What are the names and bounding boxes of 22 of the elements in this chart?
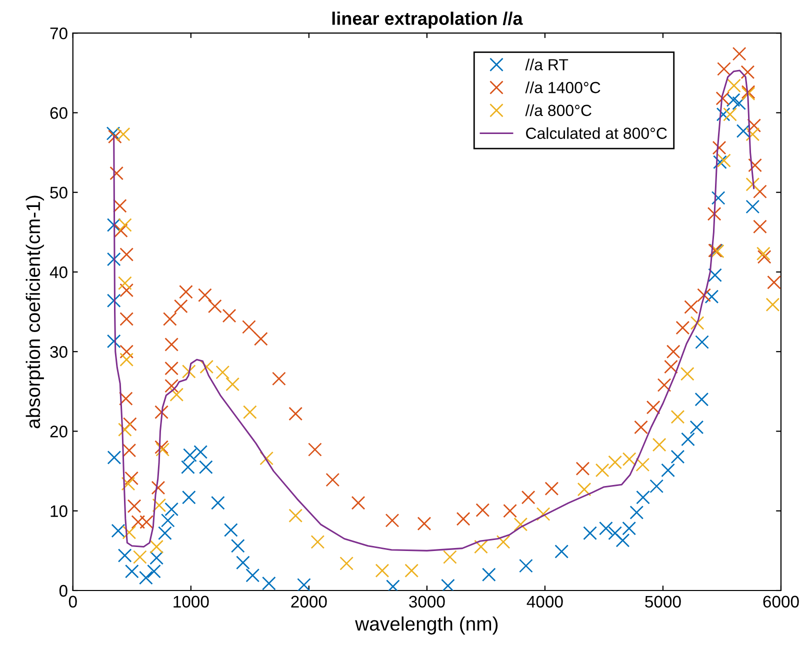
y-tick-label: 10 [50,505,68,518]
x-tick-label: 1000 [174,596,209,608]
chart-title: linear extrapolation //a [332,12,523,29]
legend-label: //a 800°C [525,104,592,116]
legend-label: Calculated at 800°C [526,127,667,139]
y-axis-title: absorption coeficient(cm-1) [26,196,44,428]
x-tick-label: 3000 [409,596,445,608]
y-tick-label: 60 [50,107,68,119]
x-tick-label: 4000 [526,596,563,608]
x-tick-label: 6000 [763,596,799,608]
legend-label: //a RT [525,58,568,70]
x-tick-label: 2000 [291,596,327,608]
x-axis-title: wavelength (nm) [355,616,498,635]
y-tick-label: 70 [50,28,68,40]
x-tick-label: 5000 [645,596,681,608]
y-tick-label: 50 [50,186,68,199]
x-tick-label: 0 [68,596,77,608]
legend-label: //a 1400°C [525,82,600,94]
y-tick-label: 0 [59,584,68,597]
y-tick-label: 30 [50,346,68,358]
y-tick-label: 40 [50,266,68,278]
y-tick-label: 20 [50,426,68,438]
